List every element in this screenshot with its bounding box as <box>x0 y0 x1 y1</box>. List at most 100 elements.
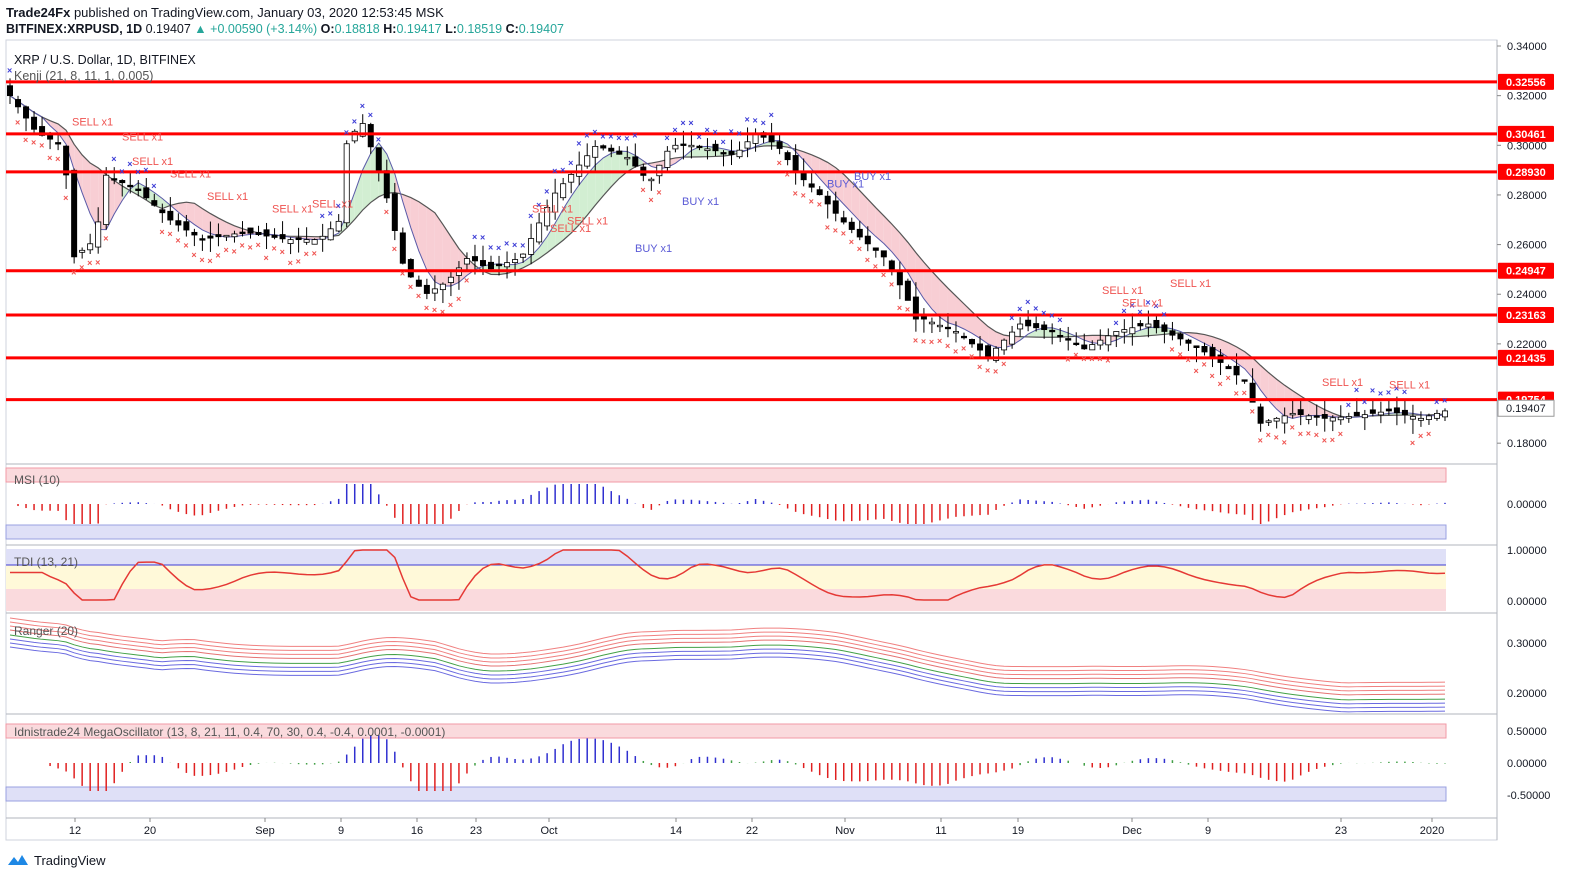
ranger-band-line <box>9 634 1446 701</box>
signal-x-marker: × <box>1057 315 1062 325</box>
candle-body <box>792 155 799 172</box>
kenji-cloud-segment <box>1260 365 1269 401</box>
ranger-band-line <box>9 621 1446 688</box>
level-price-label: 0.21435 <box>1506 353 1546 365</box>
kenji-cloud-segment <box>571 184 580 234</box>
kenji-cloud-segment <box>178 202 187 219</box>
signal-x-marker: × <box>111 154 116 164</box>
time-axis-label: 11 <box>935 825 946 837</box>
signal-x-marker: × <box>496 243 501 253</box>
time-axis-label: 16 <box>411 825 423 837</box>
candle-body <box>1305 415 1312 420</box>
signal-x-marker: × <box>1362 397 1367 407</box>
candle-body <box>1193 345 1200 349</box>
candle-body <box>119 180 126 184</box>
candle-body <box>143 187 150 199</box>
candle-body <box>63 145 70 176</box>
signal-x-marker: × <box>272 243 277 253</box>
signal-x-marker: × <box>47 153 52 163</box>
signal-x-marker: × <box>223 245 228 255</box>
candle-body <box>688 144 695 148</box>
candle-body <box>1273 417 1280 422</box>
kenji-cloud-segment <box>1036 327 1045 338</box>
candle-body <box>488 261 495 270</box>
candle-body <box>736 149 743 158</box>
kenji-cloud-segment <box>226 222 235 237</box>
candle-body <box>720 152 727 155</box>
candle-body <box>1209 347 1216 357</box>
candle-body <box>1353 411 1360 417</box>
signal-x-marker: × <box>1346 400 1351 410</box>
signal-x-marker: × <box>889 279 894 289</box>
candle-body <box>824 195 831 205</box>
signal-x-marker: × <box>7 65 12 75</box>
publisher-name[interactable]: Trade24Fx <box>6 5 71 20</box>
signal-x-marker: × <box>1161 309 1166 319</box>
time-axis-label: 22 <box>746 825 758 837</box>
signal-x-marker: × <box>544 187 549 197</box>
signal-x-marker: × <box>696 132 701 142</box>
signal-x-marker: × <box>23 135 28 145</box>
signal-x-marker: × <box>881 270 886 280</box>
signal-x-marker: × <box>207 256 212 266</box>
signal-x-marker: × <box>191 250 196 260</box>
level-price-tag <box>1498 163 1554 180</box>
signal-x-marker: × <box>849 237 854 247</box>
kenji-cloud-segment <box>563 196 572 241</box>
kenji-cloud-segment <box>603 153 612 196</box>
candle-body <box>407 259 414 278</box>
kenji-cloud-segment <box>851 182 860 222</box>
signal-x-marker: × <box>63 193 68 203</box>
candle-body <box>47 135 54 140</box>
kenji-cloud-segment <box>587 165 596 216</box>
signal-x-marker: × <box>905 304 910 314</box>
signal-x-marker: × <box>753 115 758 125</box>
tradingview-logo[interactable]: TradingView <box>6 851 106 869</box>
candle-body <box>616 150 623 155</box>
signal-x-marker: × <box>39 141 44 151</box>
ranger-band-line <box>9 629 1446 696</box>
candle-body <box>1257 406 1264 424</box>
candle-body <box>664 150 671 168</box>
signal-x-marker: × <box>1434 397 1439 407</box>
signal-x-marker: × <box>151 181 156 191</box>
signal-x-marker: × <box>664 133 669 143</box>
candle-body <box>1177 333 1184 340</box>
candle-body <box>776 141 783 149</box>
last-price: 0.19407 <box>145 22 191 36</box>
low-value: 0.18519 <box>456 22 503 36</box>
candle-body <box>151 200 158 206</box>
signal-x-marker: × <box>280 247 285 257</box>
kenji-cloud-segment <box>1188 332 1197 340</box>
candle-body <box>359 123 366 137</box>
candle-body <box>880 250 887 258</box>
kenji-cloud-segment <box>691 146 700 157</box>
candle-body <box>7 85 13 97</box>
signal-x-marker: × <box>616 133 621 143</box>
candle-body <box>55 142 62 145</box>
signal-x-marker: × <box>1354 385 1359 395</box>
candle-body <box>584 155 591 167</box>
price-change: +0.00590 (+3.14%) <box>210 22 318 36</box>
up-triangle-icon: ▲ <box>194 22 207 36</box>
msi-axis-label: 0.00000 <box>1507 499 1547 511</box>
candle-body <box>1145 323 1152 328</box>
candle-body <box>1057 334 1064 338</box>
candle-body <box>135 188 142 191</box>
kenji-cloud-segment <box>539 236 548 259</box>
signal-x-marker: × <box>712 127 717 137</box>
signal-x-marker: × <box>488 243 493 253</box>
candle-body <box>15 99 22 108</box>
candle-body <box>391 193 398 231</box>
candle-body <box>544 206 551 227</box>
ranger-band-line <box>9 617 1446 684</box>
signal-x-marker: × <box>1298 429 1303 439</box>
candle-body <box>952 331 959 334</box>
candle-body <box>87 243 94 251</box>
candle-body <box>1329 417 1336 422</box>
price-axis-label: 0.32000 <box>1507 91 1547 103</box>
open-label: O: <box>320 22 335 36</box>
signal-x-marker: × <box>1065 354 1070 364</box>
candle-body <box>231 233 238 238</box>
